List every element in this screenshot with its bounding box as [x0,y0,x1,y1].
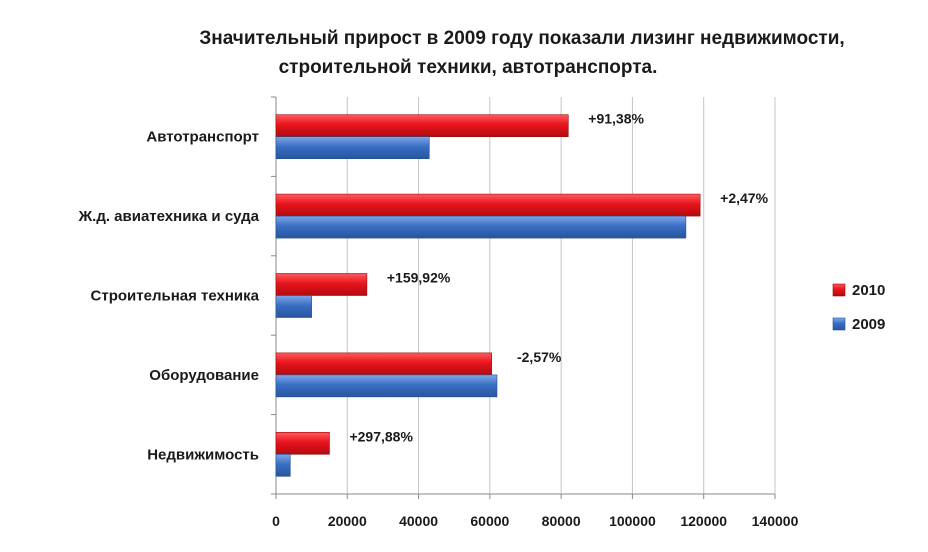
bar-2010 [275,431,330,455]
category-label: Оборудование [149,367,259,384]
growth-annotation: +2,47% [720,190,768,206]
x-tick-label: 80000 [542,513,581,529]
chart-title: Значительный прирост в 2009 году показал… [0,24,928,82]
category-label: Ж.д. авиатехника и суда [78,208,260,225]
x-tick-label: 140000 [752,513,799,529]
x-tick-label: 60000 [470,513,509,529]
x-tick-label: 40000 [399,513,438,529]
bar-2009 [275,136,430,159]
growth-annotation: +297,88% [349,428,413,444]
legend-swatch-2009 [832,317,846,331]
x-tick-label: 20000 [328,513,367,529]
bar-2009 [275,453,291,477]
bar-2009 [275,374,498,398]
growth-annotation: +159,92% [387,270,451,286]
legend-swatch-2010 [832,283,846,297]
bar-2009 [275,215,687,239]
bar-2010 [275,193,701,217]
growth-annotation: +91,38% [588,111,644,127]
bar-2010 [275,114,569,137]
category-label: Строительная техника [91,288,260,305]
category-label: Автотранспорт [146,129,259,146]
bar-2010 [275,352,492,376]
chart-title-line-1: Значительный прирост в 2009 году показал… [199,28,845,49]
legend-label-2010: 2010 [852,282,885,299]
growth-annotation: -2,57% [517,349,562,365]
bar-2009 [275,295,312,318]
legend-label-2009: 2009 [852,316,885,333]
x-tick-label: 100000 [609,513,656,529]
category-label: Недвижимость [147,446,259,463]
x-tick-label: 120000 [680,513,727,529]
x-tick-label: 0 [272,513,280,529]
chart-title-line-2: строительной техники, автотранспорта. [278,57,658,78]
bar-2010 [275,273,368,296]
